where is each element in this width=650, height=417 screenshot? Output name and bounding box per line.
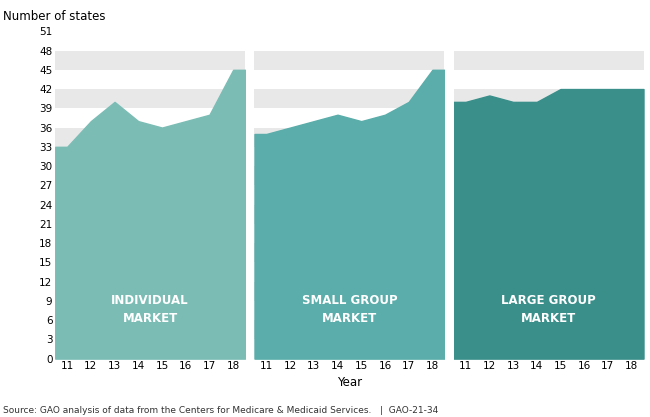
Bar — [454, 128, 644, 147]
Bar — [255, 281, 444, 301]
Bar — [454, 243, 644, 262]
Bar — [454, 205, 644, 224]
Bar — [255, 320, 444, 339]
Bar — [255, 147, 444, 166]
Bar — [454, 70, 644, 89]
Bar — [454, 31, 644, 50]
Bar — [55, 147, 245, 166]
Bar — [55, 31, 245, 50]
Bar — [255, 205, 444, 224]
Bar — [255, 301, 444, 320]
Bar — [55, 205, 245, 224]
Bar — [255, 70, 444, 89]
Bar — [454, 262, 644, 281]
Bar — [454, 147, 644, 166]
Text: INDIVIDUAL
MARKET: INDIVIDUAL MARKET — [111, 294, 189, 325]
Bar — [55, 320, 245, 339]
Bar — [55, 108, 245, 128]
Bar — [255, 262, 444, 281]
Bar — [55, 224, 245, 243]
Bar — [255, 166, 444, 185]
Text: Source: GAO analysis of data from the Centers for Medicare & Medicaid Services. : Source: GAO analysis of data from the Ce… — [3, 406, 439, 415]
Bar — [255, 50, 444, 70]
Text: Number of states: Number of states — [3, 10, 106, 23]
X-axis label: Year: Year — [337, 376, 362, 389]
Bar — [454, 108, 644, 128]
Bar — [255, 185, 444, 205]
Bar — [55, 262, 245, 281]
Bar — [55, 166, 245, 185]
Bar — [55, 70, 245, 89]
Bar — [255, 89, 444, 108]
Bar — [55, 301, 245, 320]
Bar — [255, 224, 444, 243]
Bar — [255, 339, 444, 359]
Bar — [454, 89, 644, 108]
Text: LARGE GROUP
MARKET: LARGE GROUP MARKET — [501, 294, 596, 325]
Bar — [454, 224, 644, 243]
Bar — [454, 301, 644, 320]
Bar — [55, 50, 245, 70]
Bar — [55, 281, 245, 301]
Bar — [255, 108, 444, 128]
Bar — [255, 128, 444, 147]
Bar — [454, 320, 644, 339]
Bar — [55, 128, 245, 147]
Bar — [55, 339, 245, 359]
Bar — [55, 185, 245, 205]
Bar — [55, 89, 245, 108]
Bar — [454, 281, 644, 301]
Text: SMALL GROUP
MARKET: SMALL GROUP MARKET — [302, 294, 397, 325]
Bar — [454, 166, 644, 185]
Bar — [454, 50, 644, 70]
Bar — [255, 31, 444, 50]
Bar — [454, 339, 644, 359]
Bar — [255, 243, 444, 262]
Bar — [454, 185, 644, 205]
Bar — [55, 243, 245, 262]
